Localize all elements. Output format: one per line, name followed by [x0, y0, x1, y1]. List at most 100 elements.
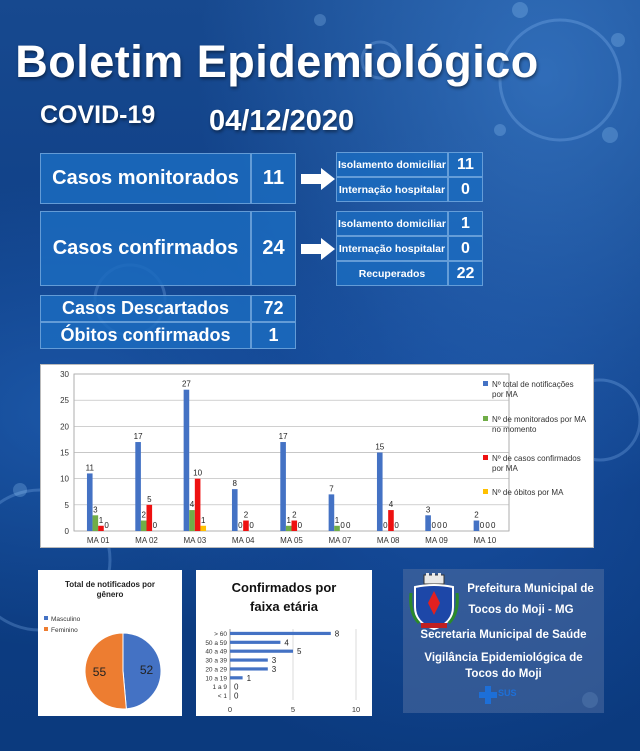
bar	[230, 667, 268, 671]
bar	[230, 640, 281, 644]
bar	[230, 658, 268, 662]
arrow-right-icon	[301, 168, 335, 190]
x-tick-label: 0	[228, 705, 232, 714]
bar	[146, 504, 153, 531]
data-label: 27	[182, 380, 191, 389]
bar	[86, 473, 93, 531]
recovered-label: Recuperados	[336, 261, 448, 286]
x-tick-label: MA 05	[280, 536, 303, 545]
y-tick-label: > 60	[214, 631, 227, 638]
bar	[230, 631, 331, 636]
pie-slice	[84, 632, 127, 710]
y-tick-label: 5	[65, 501, 70, 510]
confirmed-hospital-label: Internação hospitalar	[336, 236, 448, 261]
data-label: 0	[480, 521, 485, 530]
bar	[231, 489, 238, 531]
footer-vigilancia-city: Tocos do Moji	[465, 668, 542, 680]
bar	[334, 525, 340, 531]
y-tick-label: 25	[60, 396, 69, 405]
bar	[189, 510, 195, 531]
bar	[140, 520, 147, 531]
footer-vigilancia: Vigilância Epidemiológica de	[424, 652, 583, 664]
y-tick-label: 10	[60, 475, 69, 484]
y-tick-label: 50 a 59	[205, 640, 227, 647]
bar	[291, 520, 298, 531]
recovered-value: 22	[448, 261, 483, 286]
legend-swatch	[483, 416, 488, 421]
data-label: 5	[297, 647, 302, 656]
confirmed-home-isolation-value: 1	[448, 211, 483, 236]
bar	[425, 515, 431, 531]
data-label: 1	[247, 674, 252, 683]
data-label: 11	[86, 463, 95, 472]
bar	[280, 442, 286, 531]
legend-label: Nº de casos confirmados	[492, 454, 581, 463]
bar	[183, 389, 190, 531]
data-label: 2	[244, 511, 249, 520]
bar	[230, 676, 243, 680]
pie-title: gênero	[97, 590, 124, 599]
x-tick-label: MA 09	[425, 536, 448, 545]
y-tick-label: 40 a 49	[205, 649, 227, 656]
data-label: 4	[190, 500, 195, 509]
data-label: 0	[153, 521, 158, 530]
pie-title: Total de notificados por	[65, 580, 155, 589]
y-tick-label: 0	[65, 527, 70, 536]
legend-swatch	[44, 616, 48, 620]
data-label: 4	[389, 500, 394, 509]
covid-label: COVID-19	[40, 101, 156, 129]
bar	[92, 515, 99, 531]
data-label: 2	[474, 511, 479, 520]
monitored-value: 11	[251, 153, 296, 204]
legend-label: Nº de monitorados por MA	[492, 415, 587, 424]
data-label: 8	[335, 629, 340, 638]
bar	[200, 525, 207, 531]
data-label: 2	[141, 511, 146, 520]
bar	[98, 525, 104, 531]
legend-swatch	[44, 627, 48, 631]
data-label: 0	[340, 521, 345, 530]
bulletin-date: 04/12/2020	[209, 105, 355, 137]
confirmed-label: Casos confirmados	[40, 211, 251, 286]
bar	[194, 478, 201, 531]
legend-swatch	[483, 489, 488, 494]
y-tick-label: 15	[60, 449, 69, 458]
x-tick-label: MA 10	[473, 536, 496, 545]
monitored-hospital-label: Internação hospitalar	[336, 177, 448, 202]
slice-label: 55	[93, 665, 107, 679]
x-tick-label: MA 04	[232, 536, 255, 545]
bar	[285, 525, 292, 531]
footer-secretaria: Secretaria Municipal de Saúde	[420, 629, 587, 641]
notifications-chart: 0 5 10 15 20 25 30 MA 01 11 3 1 0 MA 02 17 2 5 0 MA 03 27 4…	[40, 364, 594, 548]
data-label: 0	[491, 521, 496, 530]
age-chart-title: faixa etária	[250, 599, 319, 614]
data-label: 17	[279, 432, 288, 441]
data-label: 0	[394, 521, 399, 530]
bar	[230, 649, 293, 653]
discarded-label: Casos Descartados	[40, 295, 251, 322]
municipal-crest-icon	[409, 573, 459, 631]
data-label: 0	[431, 521, 436, 530]
legend-label: Nº de óbitos por MA	[492, 488, 564, 497]
x-tick-label: MA 02	[135, 536, 158, 545]
data-label: 0	[298, 521, 303, 530]
y-tick-label: 30	[60, 370, 69, 379]
discarded-value: 72	[251, 295, 296, 322]
x-tick-label: MA 01	[87, 536, 110, 545]
data-label: 5	[147, 495, 152, 504]
legend-label: por MA	[492, 390, 518, 399]
data-label: 1	[286, 516, 291, 525]
data-label: 3	[272, 665, 277, 674]
data-label: 7	[329, 484, 334, 493]
data-label: 0	[383, 521, 388, 530]
data-label: 15	[375, 443, 384, 452]
page-title: Boletim Epidemiológico	[15, 36, 539, 87]
data-label: 10	[193, 469, 202, 478]
data-label: 3	[272, 656, 277, 665]
data-label: 8	[233, 479, 238, 488]
bar	[473, 520, 480, 531]
legend-label: Nº total de notificações	[492, 380, 574, 389]
